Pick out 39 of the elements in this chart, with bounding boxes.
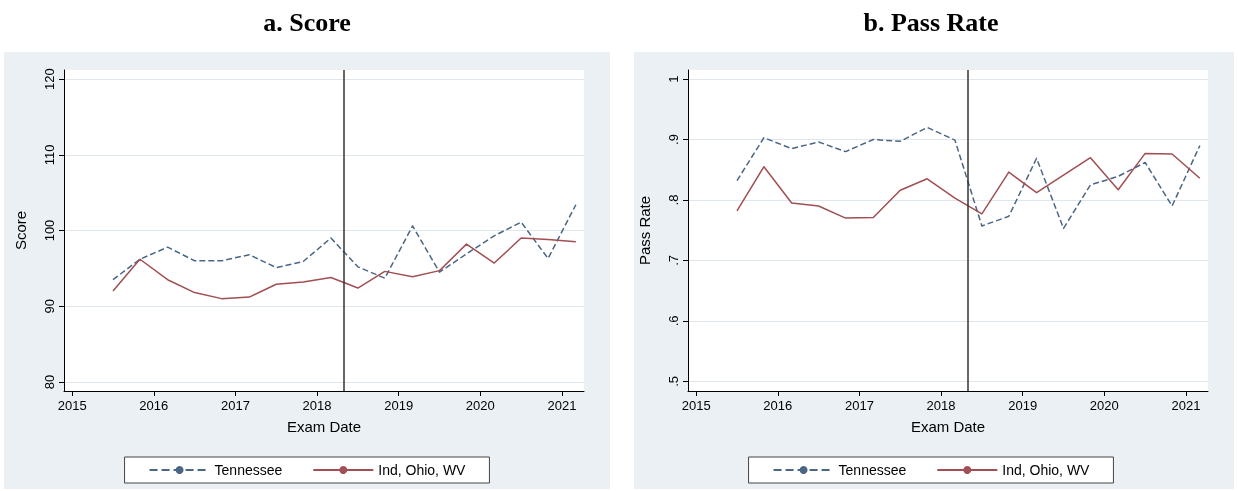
x-tick-label: 2015 [57, 398, 87, 413]
legend-label: Ind, Ohio, WV [378, 462, 467, 478]
x-tick-label: 2019 [384, 398, 414, 413]
x-axis-title: Exam Date [910, 418, 986, 435]
legend-label: Ind, Ohio, WV [1002, 462, 1091, 478]
x-tick-label: 2017 [844, 398, 874, 413]
y-axis-title: Score [12, 210, 29, 251]
y-tick-label: 100 [42, 219, 57, 242]
legend-label: Tennessee [838, 462, 907, 478]
y-tick-label: .5 [666, 375, 681, 387]
x-tick-label: 2018 [302, 398, 332, 413]
y-tick-label: 120 [42, 68, 57, 90]
x-tick-label: 2020 [465, 398, 495, 413]
chart-title: a. Score [263, 7, 351, 37]
x-tick-label: 2019 [1008, 398, 1038, 413]
y-tick-label: .9 [666, 134, 681, 145]
y-tick-label: 110 [42, 144, 57, 166]
line-series [736, 126, 1201, 230]
x-tick-label: 2021 [547, 398, 577, 413]
y-tick-label: 1 [666, 75, 681, 83]
y-axis-title: Pass Rate [636, 195, 653, 266]
x-tick-label: 2020 [1089, 398, 1119, 413]
chart-title: b. Pass Rate [863, 7, 999, 37]
y-tick-label: 80 [42, 374, 57, 390]
y-tick-label: .6 [666, 315, 681, 327]
x-tick-label: 2016 [763, 398, 793, 413]
legend-label: Tennessee [214, 462, 283, 478]
y-tick-label: .7 [666, 255, 681, 266]
line-series [112, 237, 577, 300]
x-axis-title: Exam Date [286, 418, 362, 435]
y-tick-label: 90 [42, 298, 57, 314]
x-tick-label: 2017 [220, 398, 250, 413]
x-tick-label: 2021 [1171, 398, 1201, 413]
line-series [112, 204, 577, 281]
x-tick-label: 2016 [139, 398, 169, 413]
x-tick-label: 2018 [926, 398, 956, 413]
y-tick-label: .8 [666, 194, 681, 206]
x-tick-label: 2015 [681, 398, 711, 413]
line-series [736, 152, 1201, 219]
